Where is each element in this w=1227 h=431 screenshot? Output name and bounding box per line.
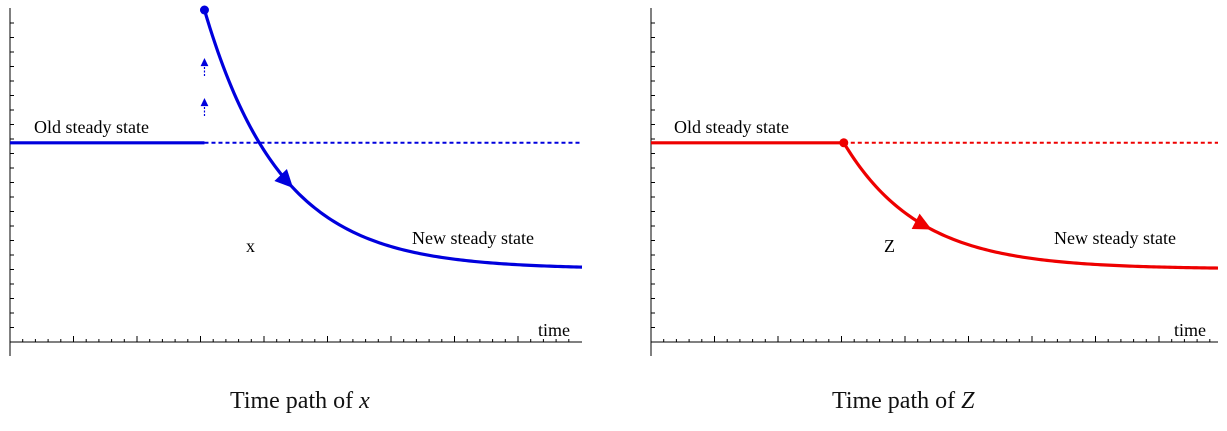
- new-steady-state-label: New steady state: [412, 228, 534, 248]
- curve-label: x: [246, 236, 255, 256]
- path-direction-arrow: [274, 168, 294, 188]
- x-axis-label: time: [538, 320, 570, 340]
- chart-panel-x: time Old steady state New steady state x Ti…: [0, 0, 600, 431]
- x-axis-label: time: [1174, 320, 1206, 340]
- time-path-line: [842, 141, 1219, 270]
- jump-arrow-head: [200, 98, 209, 107]
- caption-x: Time path of x: [230, 388, 370, 415]
- caption-var-x: x: [359, 388, 370, 414]
- jump-arrow-head: [200, 58, 209, 67]
- old-steady-state-label: Old steady state: [34, 117, 149, 137]
- old-steady-state-label: Old steady state: [674, 117, 789, 137]
- chart-x: time Old steady state New steady state x: [9, 5, 583, 356]
- new-steady-state-label: New steady state: [1054, 228, 1176, 248]
- caption-text-x: Time path of: [230, 388, 360, 414]
- caption-text-z: Time path of: [832, 388, 962, 414]
- caption-var-z: Z: [961, 388, 975, 414]
- shock-point: [839, 138, 849, 148]
- time-path-line: [202, 9, 583, 269]
- path-direction-arrow: [911, 213, 932, 230]
- chart-panel-z: time Old steady state New steady state Z Ti…: [640, 0, 1227, 431]
- shock-point: [199, 5, 209, 15]
- curve-label: Z: [884, 236, 895, 256]
- caption-z: Time path of Z: [832, 388, 974, 415]
- chart-z: time Old steady state New steady state Z: [650, 8, 1219, 356]
